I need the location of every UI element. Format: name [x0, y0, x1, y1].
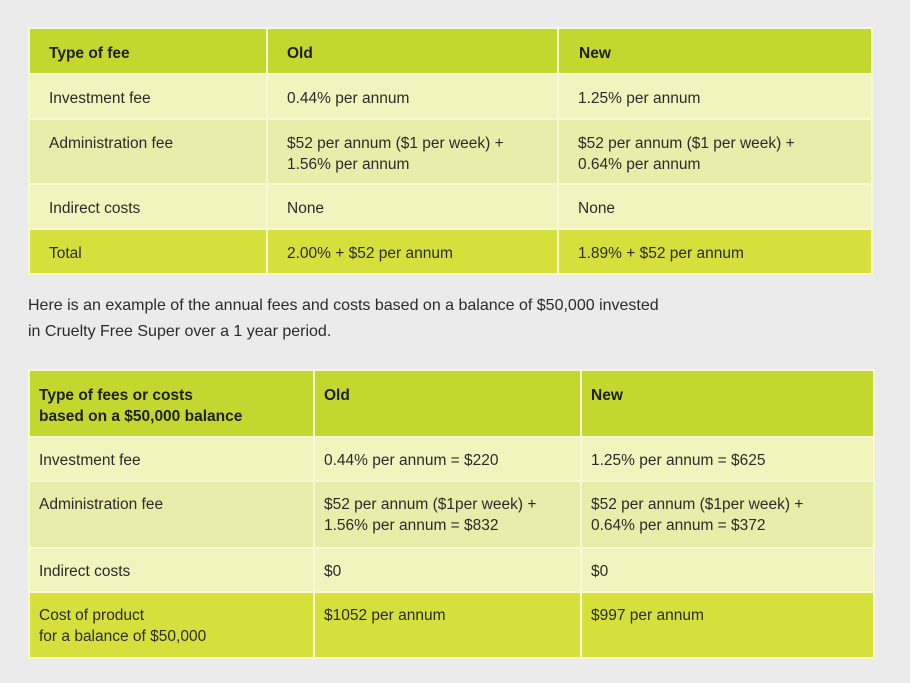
row-label: Total [28, 228, 268, 275]
new-value: 1.25% per annum [557, 73, 873, 120]
intro-line-1: Here is an example of the annual fees an… [28, 297, 659, 314]
row-label: Investment fee [28, 436, 315, 482]
row-label: Investment fee [28, 73, 268, 120]
row-label: Cost of product for a balance of $50,000 [28, 591, 315, 659]
new-value: $52 per annum ($1 per week) + 0.64% per … [557, 118, 873, 185]
header-new: New [580, 369, 875, 438]
row-label: Administration fee [28, 480, 315, 549]
header-type-of-fee: Type of fee [28, 27, 268, 75]
old-value: 0.44% per annum [266, 73, 559, 120]
row-label: Administration fee [28, 118, 268, 185]
new-value: $997 per annum [580, 591, 875, 659]
new-value-line-2: 0.64% per annum = $372 [591, 517, 766, 534]
intro-paragraph: Here is an example of the annual fees an… [28, 293, 788, 345]
table-row-cost-of-product: Cost of product for a balance of $50,000… [28, 591, 875, 659]
header-type-of-fees: Type of fees or costs based on a $50,000… [28, 369, 315, 438]
table-row-administration-fee: Administration fee $52 per annum ($1per … [28, 480, 875, 549]
new-value: $52 per annum ($1per week) + 0.64% per a… [580, 480, 875, 549]
table-row-indirect-costs: Indirect costs $0 $0 [28, 547, 875, 593]
table-row-investment-fee: Investment fee 0.44% per annum = $220 1.… [28, 436, 875, 482]
header-line-2: based on a $50,000 balance [39, 408, 243, 425]
old-value: None [266, 183, 559, 230]
table-row-administration-fee: Administration fee $52 per annum ($1 per… [28, 118, 873, 185]
new-value: 1.25% per annum = $625 [580, 436, 875, 482]
table-row-investment-fee: Investment fee 0.44% per annum 1.25% per… [28, 73, 873, 120]
new-value-line-1: $52 per annum ($1 per week) + [578, 135, 795, 152]
table-header-row: Type of fee Old New [28, 27, 873, 75]
old-value: $52 per annum ($1 per week) + 1.56% per … [266, 118, 559, 185]
new-value-line-2: 0.64% per annum [578, 156, 701, 173]
old-value-line-1: $52 per annum ($1 per week) + [287, 135, 504, 152]
table-row-total: Total 2.00% + $52 per annum 1.89% + $52 … [28, 228, 873, 275]
new-value-line-1: $52 per annum ($1per week) + [591, 496, 804, 513]
table-header-row: Type of fees or costs based on a $50,000… [28, 369, 875, 438]
old-value: 0.44% per annum = $220 [313, 436, 582, 482]
intro-line-2: in Cruelty Free Super over a 1 year peri… [28, 323, 332, 340]
old-value: $1052 per annum [313, 591, 582, 659]
old-value: $0 [313, 547, 582, 593]
row-label: Indirect costs [28, 547, 315, 593]
old-value-line-1: $52 per annum ($1per week) + [324, 496, 537, 513]
new-value: 1.89% + $52 per annum [557, 228, 873, 275]
row-label-line-2: for a balance of $50,000 [39, 628, 207, 645]
header-old: Old [266, 27, 559, 75]
new-value: $0 [580, 547, 875, 593]
example-costs-table: Type of fees or costs based on a $50,000… [28, 369, 875, 659]
header-new: New [557, 27, 873, 75]
row-label-line-1: Cost of product [39, 607, 145, 624]
header-line-1: Type of fees or costs [39, 387, 193, 404]
old-value-line-2: 1.56% per annum = $832 [324, 517, 499, 534]
header-old: Old [313, 369, 582, 438]
row-label: Indirect costs [28, 183, 268, 230]
old-value: 2.00% + $52 per annum [266, 228, 559, 275]
fees-comparison-table: Type of fee Old New Investment fee 0.44%… [28, 27, 873, 275]
old-value: $52 per annum ($1per week) + 1.56% per a… [313, 480, 582, 549]
new-value: None [557, 183, 873, 230]
old-value-line-2: 1.56% per annum [287, 156, 410, 173]
table-row-indirect-costs: Indirect costs None None [28, 183, 873, 230]
